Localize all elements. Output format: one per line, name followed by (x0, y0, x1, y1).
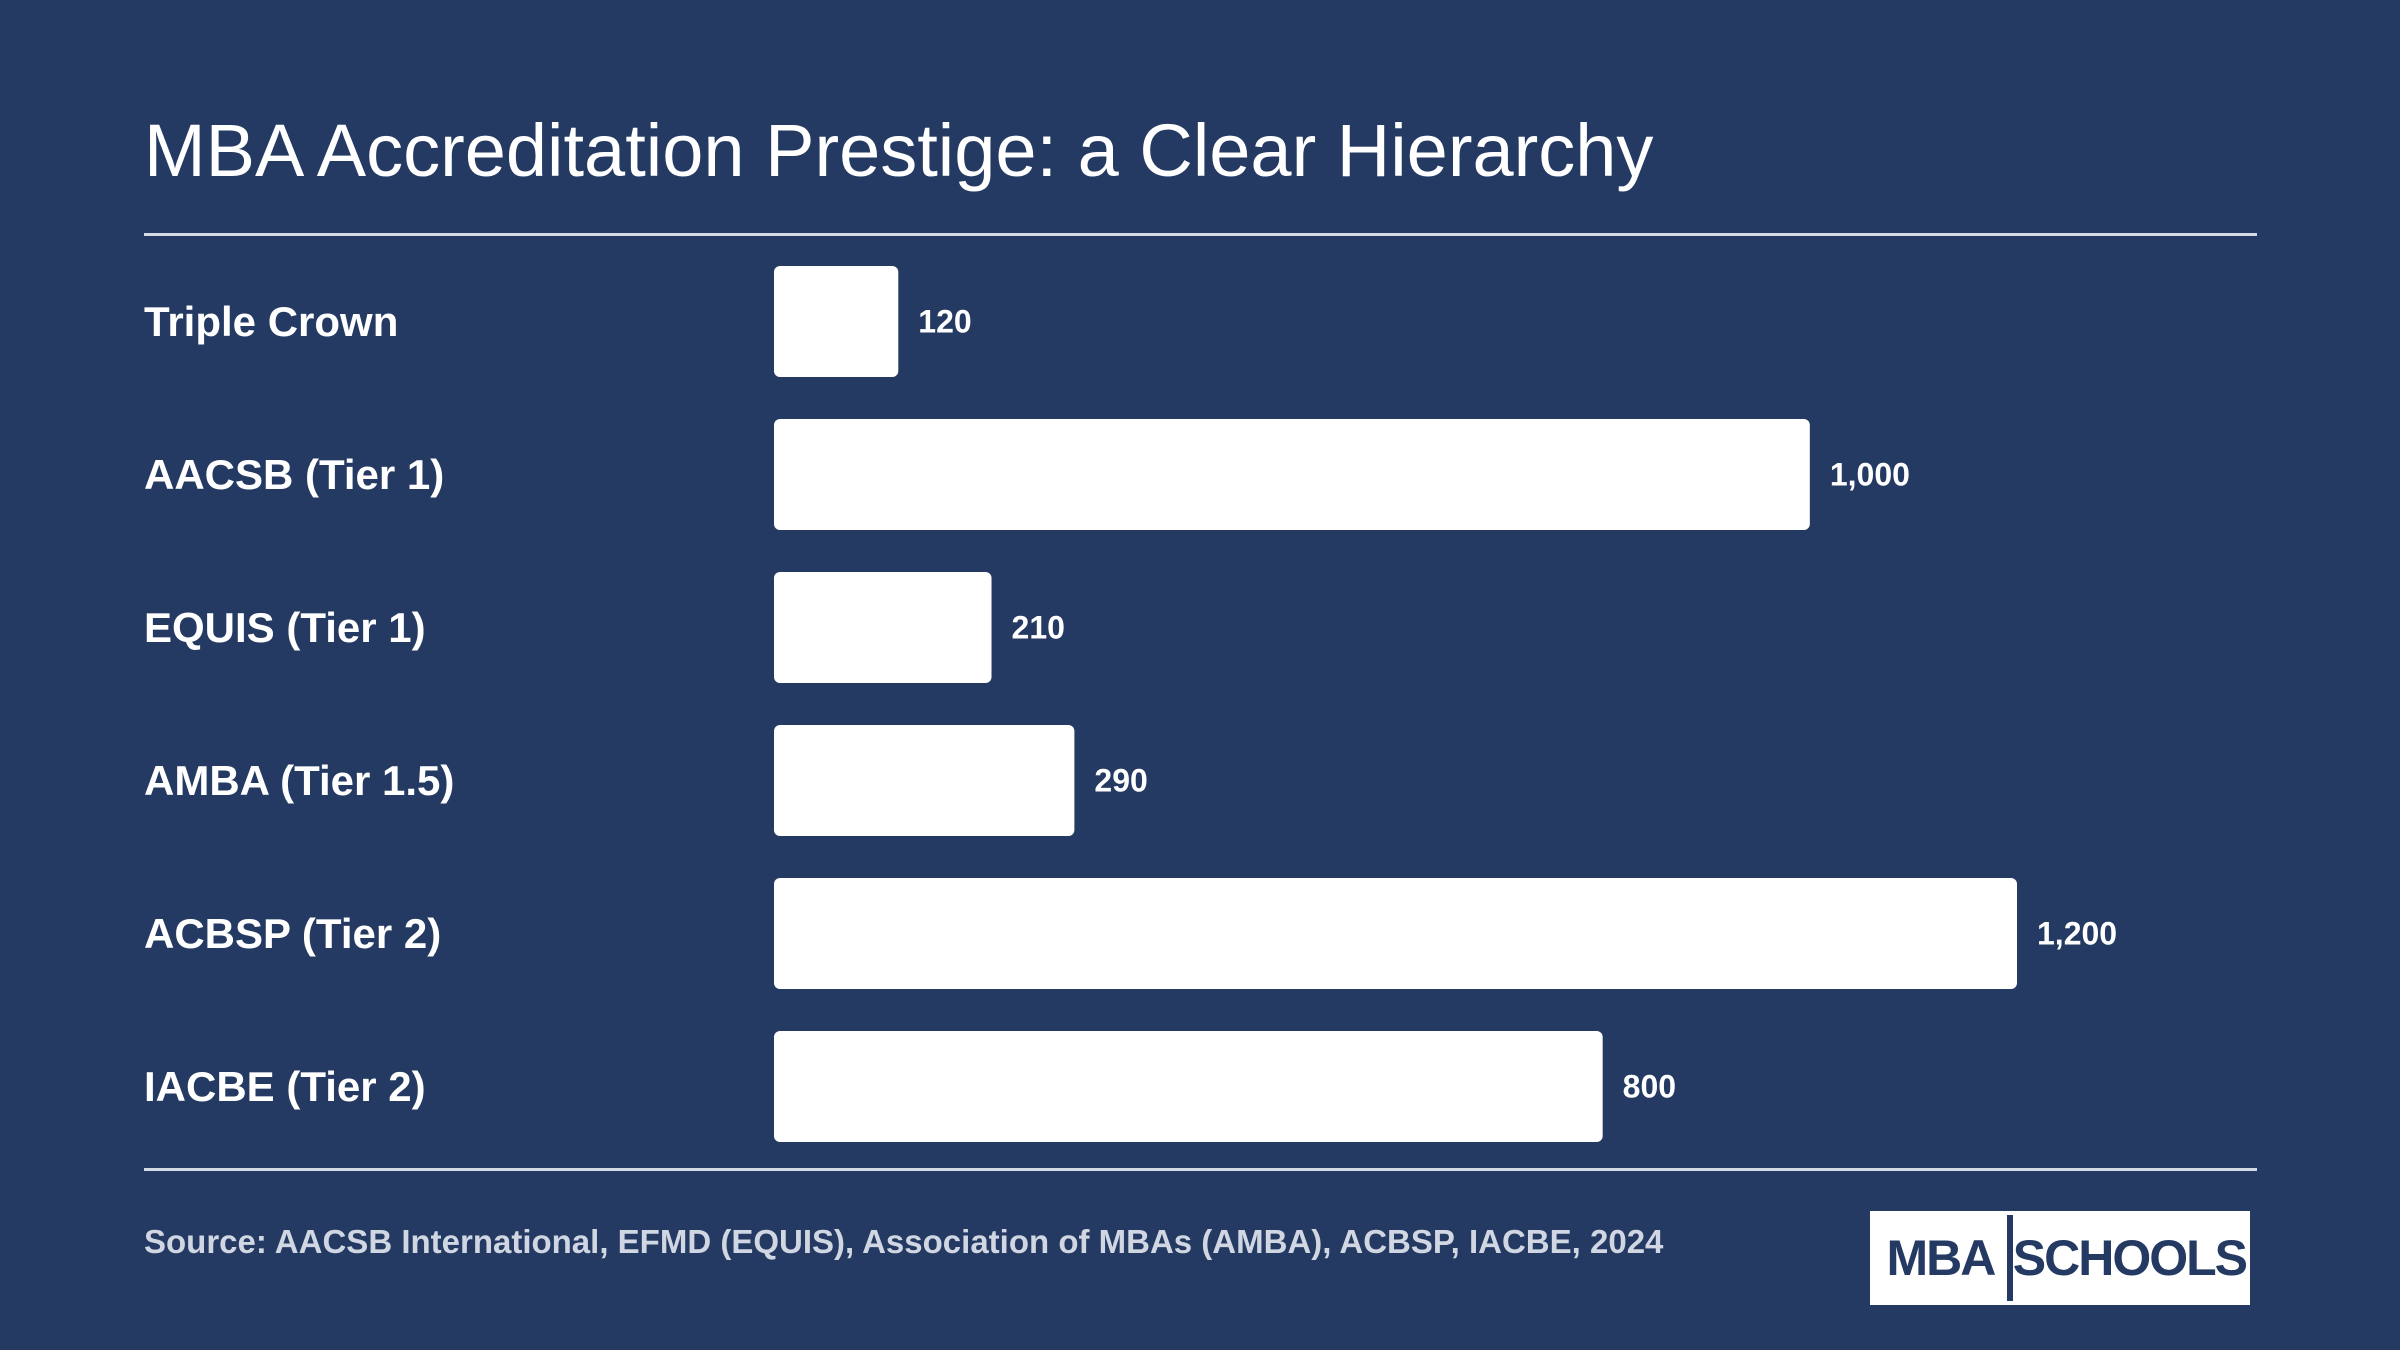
category-label: AACSB (Tier 1) (144, 451, 444, 498)
category-label: IACBE (Tier 2) (144, 1063, 426, 1110)
chart-title: MBA Accreditation Prestige: a Clear Hier… (144, 109, 1654, 192)
category-label: AMBA (Tier 1.5) (144, 757, 454, 804)
bar (774, 878, 2017, 989)
bar-value-label: 1,200 (2037, 916, 2117, 952)
bar (774, 1031, 1603, 1142)
category-label: ACBSP (Tier 2) (144, 910, 441, 957)
bar-value-label: 800 (1623, 1069, 1676, 1105)
source-note: Source: AACSB International, EFMD (EQUIS… (144, 1223, 1664, 1260)
logo-mba-text: MBA (1874, 1215, 2013, 1301)
top-divider (144, 233, 2257, 236)
category-label: Triple Crown (144, 298, 398, 345)
bar-value-label: 1,000 (1830, 457, 1910, 493)
bar-value-label: 210 (1012, 610, 1065, 646)
logo-schools-text: SCHOOLS (2012, 1215, 2248, 1301)
bar (774, 419, 1810, 530)
bar-value-label: 290 (1094, 763, 1147, 799)
category-label: EQUIS (Tier 1) (144, 604, 426, 651)
bar (774, 266, 899, 377)
bottom-divider (144, 1168, 2257, 1171)
bar (774, 725, 1075, 836)
mba-schools-logo: MBA SCHOOLS (1870, 1211, 2250, 1305)
bar (774, 572, 992, 683)
bar-value-label: 120 (918, 304, 971, 340)
